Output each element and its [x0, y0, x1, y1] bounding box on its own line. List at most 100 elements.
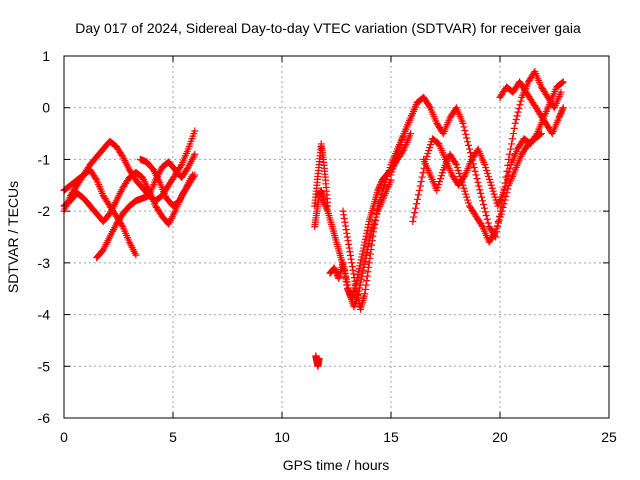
data-point [459, 181, 467, 189]
data-point [478, 193, 486, 201]
data-point [392, 156, 400, 164]
data-point [321, 201, 329, 209]
data-point [461, 127, 469, 135]
data-point [494, 222, 502, 230]
data-point [503, 175, 511, 183]
x-tick-label: 15 [383, 429, 399, 445]
data-point [344, 286, 352, 294]
data-point [345, 240, 353, 248]
data-point [364, 223, 372, 231]
data-point [383, 172, 391, 180]
data-point [320, 198, 328, 206]
data-point [455, 169, 463, 177]
data-point [364, 268, 372, 276]
data-point [370, 224, 378, 232]
data-point [492, 196, 500, 204]
data-point [351, 277, 359, 285]
data-point [365, 220, 373, 228]
data-point [357, 275, 365, 283]
data-point [177, 162, 185, 170]
data-point [483, 215, 491, 223]
data-point [373, 209, 381, 217]
grid-lines [64, 56, 609, 418]
data-point [359, 266, 367, 274]
data-point [512, 116, 520, 124]
series-track-e [136, 155, 197, 210]
data-point [465, 141, 473, 149]
data-point [391, 159, 399, 167]
data-point [366, 250, 374, 258]
data-point [343, 281, 351, 289]
data-point [514, 108, 522, 116]
data-point [454, 167, 462, 175]
data-point [393, 153, 401, 161]
data-point [460, 184, 468, 192]
series-track-k [387, 68, 565, 241]
data-point [361, 260, 369, 268]
data-point [415, 186, 423, 194]
x-tick-label: 5 [169, 429, 177, 445]
data-point [557, 110, 565, 118]
y-tick-label: -2 [38, 203, 51, 219]
data-point [536, 130, 544, 138]
y-axis-label: SDTVAR / TECUs [5, 181, 21, 293]
data-point [376, 182, 384, 190]
data-point [376, 196, 384, 204]
series-track-a [60, 166, 140, 259]
data-point [481, 161, 489, 169]
data-point [365, 259, 373, 267]
data-point [500, 200, 508, 208]
data-point [375, 199, 383, 207]
data-point [342, 226, 350, 234]
data-point [397, 138, 405, 146]
data-point [470, 164, 478, 172]
data-point [503, 189, 511, 197]
data-point [485, 175, 493, 183]
data-point [489, 187, 497, 195]
data-point [388, 168, 396, 176]
series-track-m [420, 130, 545, 246]
data-point [354, 294, 362, 302]
data-point [462, 130, 470, 138]
series-track-h [326, 130, 415, 303]
data-point [395, 144, 403, 152]
data-point [361, 238, 369, 246]
data-point [340, 211, 348, 219]
data-point [355, 268, 363, 276]
data-point [351, 281, 359, 289]
data-point [382, 175, 390, 183]
series-track-d [93, 150, 199, 262]
data-point [319, 197, 327, 205]
data-point [491, 229, 499, 237]
data-point [92, 175, 100, 183]
data-point [464, 196, 472, 204]
x-tick-label: 10 [274, 429, 290, 445]
data-point [407, 130, 415, 138]
data-points [60, 68, 567, 370]
data-point [342, 277, 350, 285]
data-point [372, 213, 380, 221]
y-tick-label: -1 [38, 151, 51, 167]
data-point [423, 152, 431, 160]
data-point [411, 209, 419, 217]
data-point [345, 288, 353, 296]
data-point [417, 178, 425, 186]
data-point [517, 97, 525, 105]
data-point [363, 277, 371, 285]
data-point [363, 249, 371, 257]
data-point [488, 184, 496, 192]
data-point [513, 112, 521, 120]
data-point [357, 256, 365, 264]
data-point [344, 237, 352, 245]
data-point [466, 149, 474, 157]
chart-title: Day 017 of 2024, Sidereal Day-to-day VTE… [75, 20, 581, 36]
data-point [189, 171, 197, 179]
data-point [477, 189, 485, 197]
plot-frame [63, 55, 610, 419]
data-point [537, 130, 545, 138]
data-point [462, 190, 470, 198]
data-point [375, 185, 383, 193]
data-point [339, 259, 347, 267]
series-track-n [496, 78, 567, 138]
data-point [342, 274, 350, 282]
